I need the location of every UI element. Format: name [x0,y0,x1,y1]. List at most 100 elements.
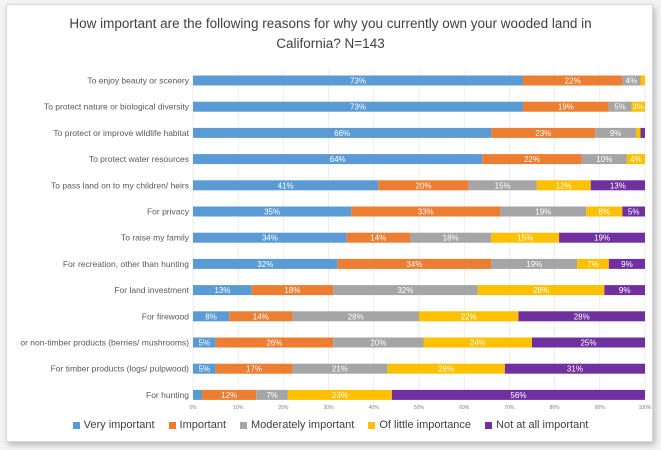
bar-segment [626,154,645,165]
bar-segment [292,311,419,322]
bar-segment [409,232,492,243]
bar-value-label: 13% [214,286,230,295]
bar-segment [292,363,388,374]
legend-swatch [240,421,248,429]
x-tick-label: 100% [639,405,652,411]
bar-value-label: 22% [565,77,581,86]
bar-segment [378,180,469,191]
bar-value-label: 56% [510,391,526,400]
bar-segment [590,180,645,191]
bar-segment [229,311,293,322]
bar-value-label: 21% [332,365,348,374]
bar-value-label: 34% [262,234,278,243]
bar-value-label: 22% [461,312,477,321]
x-tick-label: 90% [595,405,606,411]
bar-segment [193,101,523,112]
bar-value-label: 20% [416,181,432,190]
bar-value-label: 24% [470,339,486,348]
bar-segment [193,232,347,243]
bar-value-label: 19% [594,234,610,243]
legend-item: Not at all important [485,419,588,431]
bar-value-label: 3% [632,103,644,112]
legend-label: Not at all important [496,419,589,431]
bar-value-label: 4% [626,77,638,86]
bar-segment [631,101,645,112]
bar-segment [577,258,609,269]
bar-segment [604,285,645,296]
bar-segment [346,232,410,243]
bar-value-label: 12% [556,181,572,190]
bar-value-label: 7% [266,391,278,400]
bar-value-label: 14% [253,312,269,321]
bar-segment [391,389,645,400]
bar-value-label: 66% [334,129,350,138]
bar-segment [337,258,492,269]
bar-segment [640,127,645,138]
bar-value-label: 9% [610,129,622,138]
bar-value-label: 15% [517,234,533,243]
x-tick-label: 80% [550,405,561,411]
bar-segment [193,389,203,400]
bar-segment [522,101,609,112]
bar-segment [193,154,483,165]
bar-segment [635,127,641,138]
bar-segment [193,337,216,348]
bar-value-label: 18% [284,286,300,295]
chart-title-line-1: How important are the following reasons … [69,16,592,31]
bar-value-label: 15% [495,181,511,190]
legend-label: Important [179,419,227,431]
bar-segment [522,75,623,86]
bar-value-label: 8% [205,312,217,321]
bar-value-label: 73% [350,103,366,112]
category-label: For firewood [142,311,190,321]
bar-segment [536,180,591,191]
bar-segment [193,206,352,217]
bar-value-label: 5% [628,208,640,217]
bar-segment [256,389,288,400]
category-label: For recreation, other than hunting [63,259,189,269]
bar-segment [468,180,537,191]
bar-value-label: 31% [567,365,583,374]
bar-segment [477,285,605,296]
category-label: To raise my family [121,233,190,243]
bar-value-label: 25% [580,339,596,348]
bar-value-label: 41% [278,181,294,190]
bar-value-label: 32% [397,286,413,295]
legend-item: Important [168,419,227,431]
bar-value-label: 13% [610,181,626,190]
bar-value-label: 19% [526,260,542,269]
legend-swatch [168,421,176,429]
bar-value-label: 18% [443,234,459,243]
x-tick-label: 50% [414,405,425,411]
bar-segment [482,154,582,165]
bar-value-label: 23% [332,391,348,400]
bar-value-label: 35% [264,208,280,217]
bar-segment [608,258,645,269]
bar-value-label: 7% [587,260,599,269]
x-tick-label: 40% [369,405,380,411]
bar-value-label: 64% [330,155,346,164]
category-label: For privacy [147,207,190,217]
bar-segment [193,285,252,296]
bar-value-label: 4% [630,155,642,164]
bar-segment [333,337,424,348]
category-label: To protect or improve wildlife habitat [53,128,189,138]
bar-segment [491,127,596,138]
chart-title: How important are the following reasons … [0,14,661,54]
bar-segment [491,258,578,269]
bar-segment [500,206,587,217]
x-tick-label: 60% [459,405,470,411]
bar-value-label: 9% [619,286,631,295]
bar-segment [193,75,523,86]
chart-title-line-2: California? N=143 [276,36,385,51]
legend-item: Of little importance [368,419,471,431]
bar-segment [608,101,632,112]
category-label: For land investment [114,285,189,295]
bar-value-label: 22% [524,155,540,164]
bar-value-label: 28% [533,286,549,295]
bar-value-label: 12% [221,391,237,400]
x-tick-label: 20% [278,405,289,411]
bar-segment [622,206,645,217]
bar-segment [586,206,623,217]
bar-segment [215,363,293,374]
